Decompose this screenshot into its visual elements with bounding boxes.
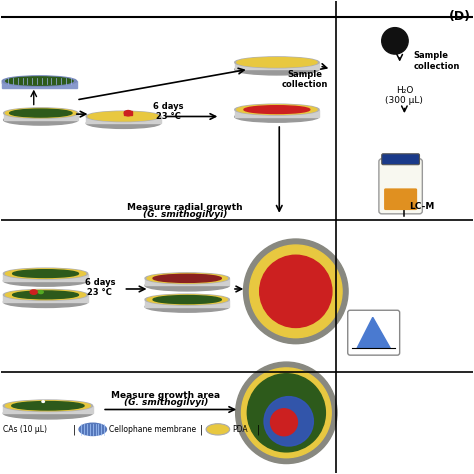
FancyBboxPatch shape — [379, 159, 422, 214]
Polygon shape — [2, 81, 77, 88]
Text: Measure growth area: Measure growth area — [111, 391, 220, 400]
Ellipse shape — [3, 275, 88, 286]
Ellipse shape — [4, 115, 78, 125]
Ellipse shape — [2, 78, 77, 88]
Ellipse shape — [206, 424, 230, 435]
Text: Measure radial growth: Measure radial growth — [127, 203, 243, 212]
Ellipse shape — [145, 294, 229, 305]
Ellipse shape — [13, 270, 79, 277]
Ellipse shape — [3, 268, 88, 279]
Ellipse shape — [5, 269, 86, 278]
Text: 6 days
23 °C: 6 days 23 °C — [153, 102, 183, 121]
Circle shape — [260, 255, 332, 328]
Circle shape — [244, 239, 348, 344]
Polygon shape — [145, 300, 229, 307]
Text: Sample
collection: Sample collection — [414, 52, 460, 71]
Ellipse shape — [147, 273, 228, 283]
Polygon shape — [4, 113, 78, 120]
Ellipse shape — [30, 290, 37, 294]
FancyBboxPatch shape — [382, 154, 419, 164]
Ellipse shape — [2, 76, 77, 86]
Ellipse shape — [79, 423, 107, 436]
Ellipse shape — [145, 280, 229, 291]
Text: Cellophane membrane: Cellophane membrane — [109, 425, 196, 434]
Ellipse shape — [235, 64, 319, 75]
Ellipse shape — [153, 296, 221, 304]
Ellipse shape — [237, 105, 317, 114]
Text: |: | — [256, 424, 260, 435]
Ellipse shape — [235, 111, 319, 122]
Ellipse shape — [145, 301, 229, 312]
Ellipse shape — [42, 401, 45, 402]
Ellipse shape — [153, 274, 221, 283]
Circle shape — [236, 362, 337, 464]
Text: LC-M: LC-M — [409, 202, 435, 211]
Text: (G. smithogilvyi): (G. smithogilvyi) — [124, 398, 208, 407]
Circle shape — [271, 409, 298, 436]
Ellipse shape — [12, 401, 84, 410]
Ellipse shape — [88, 112, 159, 121]
Ellipse shape — [3, 290, 88, 301]
Text: 6 days
23 °C: 6 days 23 °C — [84, 278, 115, 297]
Ellipse shape — [237, 57, 317, 67]
Ellipse shape — [244, 106, 310, 113]
Ellipse shape — [9, 109, 72, 117]
Polygon shape — [3, 273, 88, 281]
Polygon shape — [235, 63, 319, 70]
Text: (D): (D) — [448, 10, 471, 23]
Polygon shape — [124, 111, 132, 116]
Ellipse shape — [5, 109, 76, 118]
Polygon shape — [235, 109, 319, 117]
Polygon shape — [86, 117, 161, 123]
Ellipse shape — [3, 297, 88, 308]
Ellipse shape — [38, 291, 43, 293]
Text: CAs (10 μL): CAs (10 μL) — [3, 425, 47, 434]
Ellipse shape — [235, 57, 319, 68]
Polygon shape — [145, 278, 229, 285]
Circle shape — [241, 368, 331, 458]
Ellipse shape — [5, 290, 86, 300]
Circle shape — [382, 27, 408, 54]
Ellipse shape — [86, 111, 161, 122]
Ellipse shape — [5, 401, 91, 411]
Ellipse shape — [235, 104, 319, 115]
Ellipse shape — [145, 273, 229, 284]
Text: H₂O
(300 μL): H₂O (300 μL) — [385, 85, 423, 105]
Ellipse shape — [4, 108, 78, 118]
Polygon shape — [3, 406, 92, 413]
Circle shape — [264, 397, 313, 446]
Ellipse shape — [86, 118, 161, 128]
Ellipse shape — [124, 110, 132, 116]
Ellipse shape — [3, 400, 92, 411]
Ellipse shape — [13, 291, 79, 299]
Circle shape — [249, 245, 342, 337]
Text: Sample
collection: Sample collection — [282, 70, 328, 89]
Polygon shape — [357, 318, 390, 348]
Ellipse shape — [6, 77, 73, 85]
Circle shape — [247, 374, 325, 452]
Text: |: | — [200, 424, 203, 435]
Ellipse shape — [3, 408, 92, 419]
Ellipse shape — [147, 295, 228, 304]
Polygon shape — [3, 295, 88, 302]
FancyBboxPatch shape — [348, 310, 400, 355]
Text: (G. smithogilvyi): (G. smithogilvyi) — [143, 210, 227, 219]
Text: PDA: PDA — [232, 425, 248, 434]
Text: |: | — [72, 424, 75, 435]
FancyBboxPatch shape — [384, 188, 417, 210]
